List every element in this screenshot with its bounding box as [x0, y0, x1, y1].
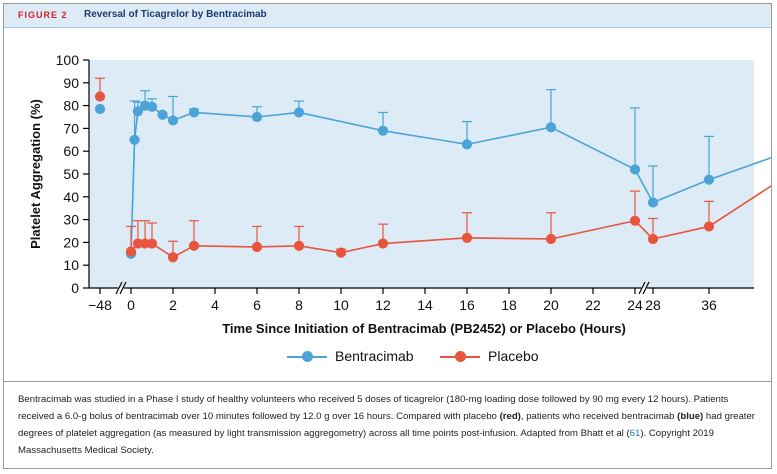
series-bentracimab [94, 89, 771, 259]
caption-text: had greater degrees of platelet aggregat… [18, 411, 756, 439]
y-tick-label: 0 [71, 280, 79, 296]
plot-area [89, 60, 754, 288]
x-tick-label: 22 [585, 297, 601, 313]
figure-title: Reversal of Ticagrelor by Bentracimab [84, 9, 267, 20]
x-tick-label: 24 [627, 297, 643, 313]
y-tick-label: 100 [56, 52, 80, 68]
x-tick-label: 28 [645, 297, 661, 313]
x-tick-label: 8 [295, 297, 303, 313]
data-point [703, 174, 715, 185]
caption-text: Bentracimab was studied in a Phase I stu… [18, 394, 729, 422]
data-point [94, 91, 106, 102]
series-placebo [94, 77, 771, 263]
chart-legend: Bentracimab Placebo [4, 347, 771, 367]
y-tick-label: 50 [63, 166, 79, 182]
data-point [251, 111, 263, 123]
y-tick-label: 10 [63, 257, 79, 273]
axis-break-mark [119, 281, 127, 295]
x-axis-label: Time Since Initiation of Bentracimab (PB… [222, 321, 626, 336]
axis-break-mark [638, 281, 646, 295]
data-point [167, 115, 179, 126]
data-point [167, 252, 179, 263]
x-tick-label: 0 [127, 297, 135, 313]
x-tick-label: 20 [543, 297, 559, 313]
data-point [461, 139, 473, 150]
legend-label: Bentracimab [335, 348, 414, 364]
caption-blue-label: (blue) [677, 411, 704, 422]
data-point [629, 164, 641, 175]
data-point [125, 246, 137, 257]
x-tick-label: 18 [501, 297, 517, 313]
data-point [146, 238, 158, 249]
data-point [647, 233, 659, 245]
data-point [461, 232, 473, 243]
x-tick-label: 4 [211, 297, 219, 313]
data-point [188, 240, 200, 251]
data-point [94, 103, 106, 115]
data-point [647, 197, 659, 208]
x-tick-label: 12 [375, 297, 391, 313]
legend-label: Placebo [488, 348, 539, 364]
data-point [157, 109, 168, 120]
data-point [146, 101, 158, 112]
caption-red-label: (red) [499, 411, 521, 422]
data-point [545, 233, 557, 245]
y-tick-label: 80 [63, 98, 79, 114]
y-tick-label: 30 [63, 212, 79, 228]
x-tick-label: 2 [169, 297, 177, 313]
y-tick-label: 90 [63, 75, 79, 91]
x-tick-label: 6 [253, 297, 261, 313]
data-point [703, 221, 715, 232]
legend-marker [455, 351, 466, 362]
y-tick-label: 60 [63, 143, 79, 159]
figure-frame: FIGURE 2 Reversal of Ticagrelor by Bentr… [3, 3, 772, 469]
data-point [293, 240, 305, 251]
y-tick-label: 40 [63, 189, 79, 205]
data-point [132, 106, 144, 117]
y-tick-label: 70 [63, 120, 79, 136]
figure-caption: Bentracimab was studied in a Phase I stu… [4, 381, 771, 468]
data-point [251, 241, 263, 253]
x-tick-label: 16 [459, 297, 475, 313]
figure-label: FIGURE 2 [18, 10, 68, 20]
y-tick-label: 20 [63, 234, 79, 250]
data-point [377, 125, 389, 136]
x-tick-label: 14 [417, 297, 433, 313]
caption-text: ). Copyright 2019 Massachusetts Medical … [18, 428, 714, 456]
caption-text: , patients who received bentracimab [520, 411, 678, 422]
x-tick-label: 36 [701, 297, 717, 313]
data-point [188, 107, 200, 118]
figure-header: FIGURE 2 Reversal of Ticagrelor by Bentr… [4, 4, 771, 28]
y-axis-label: Platelet Aggregation (%) [28, 99, 43, 249]
data-point [293, 107, 305, 118]
axis-break-mark [115, 281, 123, 295]
data-point [335, 247, 347, 258]
x-tick-label: −48 [88, 297, 112, 313]
legend-marker [302, 351, 313, 362]
data-point [129, 134, 140, 145]
data-point [377, 238, 389, 249]
x-tick-label: 10 [333, 297, 349, 313]
data-point [545, 122, 557, 133]
axis-break-mark [642, 281, 650, 295]
data-point [629, 215, 641, 226]
reference-link[interactable]: 61 [629, 428, 641, 439]
